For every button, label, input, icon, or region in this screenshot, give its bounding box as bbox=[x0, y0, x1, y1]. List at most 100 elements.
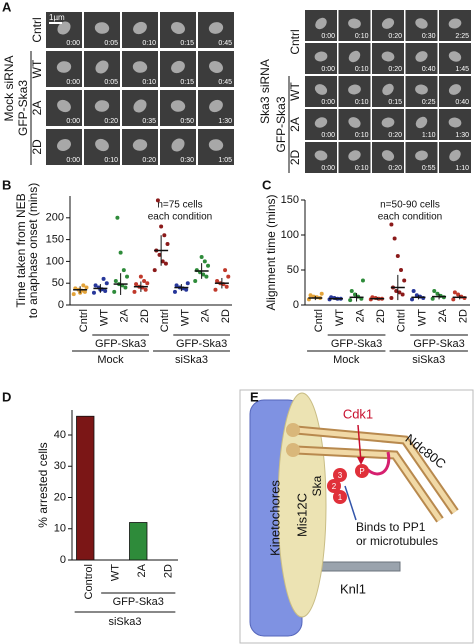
x-tick-label: WT bbox=[416, 309, 428, 326]
cell-signal bbox=[381, 150, 395, 161]
data-point bbox=[84, 285, 89, 290]
timestamp: 0:20 bbox=[142, 157, 156, 164]
label: 3 bbox=[338, 471, 343, 480]
ska-subunit bbox=[333, 490, 347, 504]
data-point bbox=[319, 291, 324, 296]
data-point bbox=[399, 268, 404, 272]
row-label: 2D bbox=[288, 149, 302, 165]
cell-signal bbox=[381, 18, 395, 29]
data-point bbox=[101, 276, 106, 281]
row-label: Cntrl bbox=[288, 29, 302, 54]
timestamp: 0:45 bbox=[218, 40, 232, 47]
cell-signal bbox=[381, 51, 395, 62]
timestamp: 0:20 bbox=[388, 33, 402, 40]
timestamp: 0:50 bbox=[180, 118, 194, 125]
timestamp: 0:40 bbox=[422, 66, 436, 73]
x-tick-label: 2D bbox=[458, 309, 470, 323]
timestamp: 0:35 bbox=[142, 118, 156, 125]
timestamp: 0:10 bbox=[355, 165, 369, 172]
data-point bbox=[115, 215, 120, 220]
timestamp: 0:10 bbox=[355, 99, 369, 106]
data-point bbox=[348, 298, 353, 303]
label: P bbox=[359, 467, 364, 476]
panel-letter: E bbox=[250, 389, 259, 404]
timestamp: 2:25 bbox=[455, 33, 469, 40]
cell-signal bbox=[94, 100, 110, 112]
cell-signal bbox=[208, 22, 224, 34]
timestamp: 1:45 bbox=[455, 66, 469, 73]
annotation: n=50-90 cells bbox=[380, 200, 440, 211]
data-point bbox=[160, 259, 165, 264]
data-point bbox=[392, 236, 397, 241]
x-tick-label: WT bbox=[334, 309, 346, 326]
group-label: Mock bbox=[97, 354, 124, 366]
subgroup-label: GFP-Ska3 bbox=[331, 338, 382, 350]
data-point bbox=[71, 292, 76, 297]
cell-signal bbox=[57, 138, 71, 152]
data-point bbox=[308, 293, 313, 298]
data-point bbox=[165, 241, 170, 246]
cell-signal bbox=[132, 61, 148, 73]
data-point bbox=[184, 287, 189, 292]
side-title: Ska3 siRNA bbox=[258, 59, 272, 124]
data-point bbox=[435, 291, 440, 296]
x-tick-label: Cntrl bbox=[159, 309, 171, 332]
timestamp: 0:00 bbox=[321, 99, 335, 106]
data-point bbox=[172, 289, 177, 294]
ndc80-rod-inner bbox=[295, 447, 443, 522]
cell-signal bbox=[208, 139, 224, 151]
row-label: Cntrl bbox=[30, 17, 44, 42]
timestamp: 1:30 bbox=[218, 118, 232, 125]
x-tick-label: 2A bbox=[354, 308, 366, 322]
tail bbox=[367, 451, 391, 476]
x-tick-label: 2D bbox=[163, 564, 175, 578]
cell-signal bbox=[415, 51, 428, 62]
timestamp: 0:20 bbox=[388, 66, 402, 73]
annotation: each condition bbox=[148, 212, 213, 223]
data-point bbox=[193, 279, 198, 284]
timestamp: 0:10 bbox=[355, 33, 369, 40]
y-tick-label: 40 bbox=[54, 429, 66, 441]
data-point bbox=[93, 283, 98, 288]
cell-signal bbox=[209, 60, 223, 74]
cell-signal bbox=[57, 21, 71, 35]
data-point bbox=[134, 282, 139, 287]
data-point bbox=[174, 283, 179, 288]
timestamp: 1:05 bbox=[218, 157, 232, 164]
timestamp: 0:15 bbox=[180, 79, 194, 86]
data-point bbox=[394, 289, 399, 293]
cell-signal bbox=[348, 50, 361, 63]
data-point bbox=[104, 281, 109, 286]
timestamp: 0:55 bbox=[422, 165, 436, 172]
label: Ska bbox=[310, 475, 324, 496]
timestamp: 0:00 bbox=[66, 157, 80, 164]
group-label: GFP-Ska3 bbox=[274, 96, 288, 152]
panel-letter: D bbox=[2, 389, 11, 404]
scale-label: 1µm bbox=[49, 13, 65, 22]
cell-signal bbox=[415, 84, 428, 95]
data-point bbox=[159, 224, 164, 229]
cell-signal bbox=[95, 60, 109, 74]
timestamp: 0:45 bbox=[218, 79, 232, 86]
data-point bbox=[389, 296, 394, 300]
timestamp: 1:30 bbox=[455, 132, 469, 139]
data-point bbox=[123, 285, 128, 290]
group-label: Mock bbox=[333, 354, 360, 366]
data-point bbox=[143, 287, 148, 292]
cell-signal bbox=[133, 99, 147, 113]
cell-signal bbox=[382, 83, 394, 96]
data-point bbox=[157, 252, 162, 257]
cell-signal bbox=[132, 139, 148, 151]
timestamp: 0:20 bbox=[388, 165, 402, 172]
cell-signal bbox=[56, 61, 72, 73]
x-tick-label: Control bbox=[83, 564, 95, 599]
timestamp: 0:30 bbox=[422, 33, 436, 40]
cell-signal bbox=[171, 21, 185, 35]
cell-signal bbox=[95, 138, 109, 152]
ndc80-rod-inner bbox=[295, 427, 458, 514]
data-point bbox=[226, 274, 231, 279]
data-point bbox=[112, 289, 117, 294]
data-point bbox=[349, 289, 354, 293]
y-tick-label: 50 bbox=[287, 264, 299, 276]
data-point bbox=[132, 289, 137, 294]
